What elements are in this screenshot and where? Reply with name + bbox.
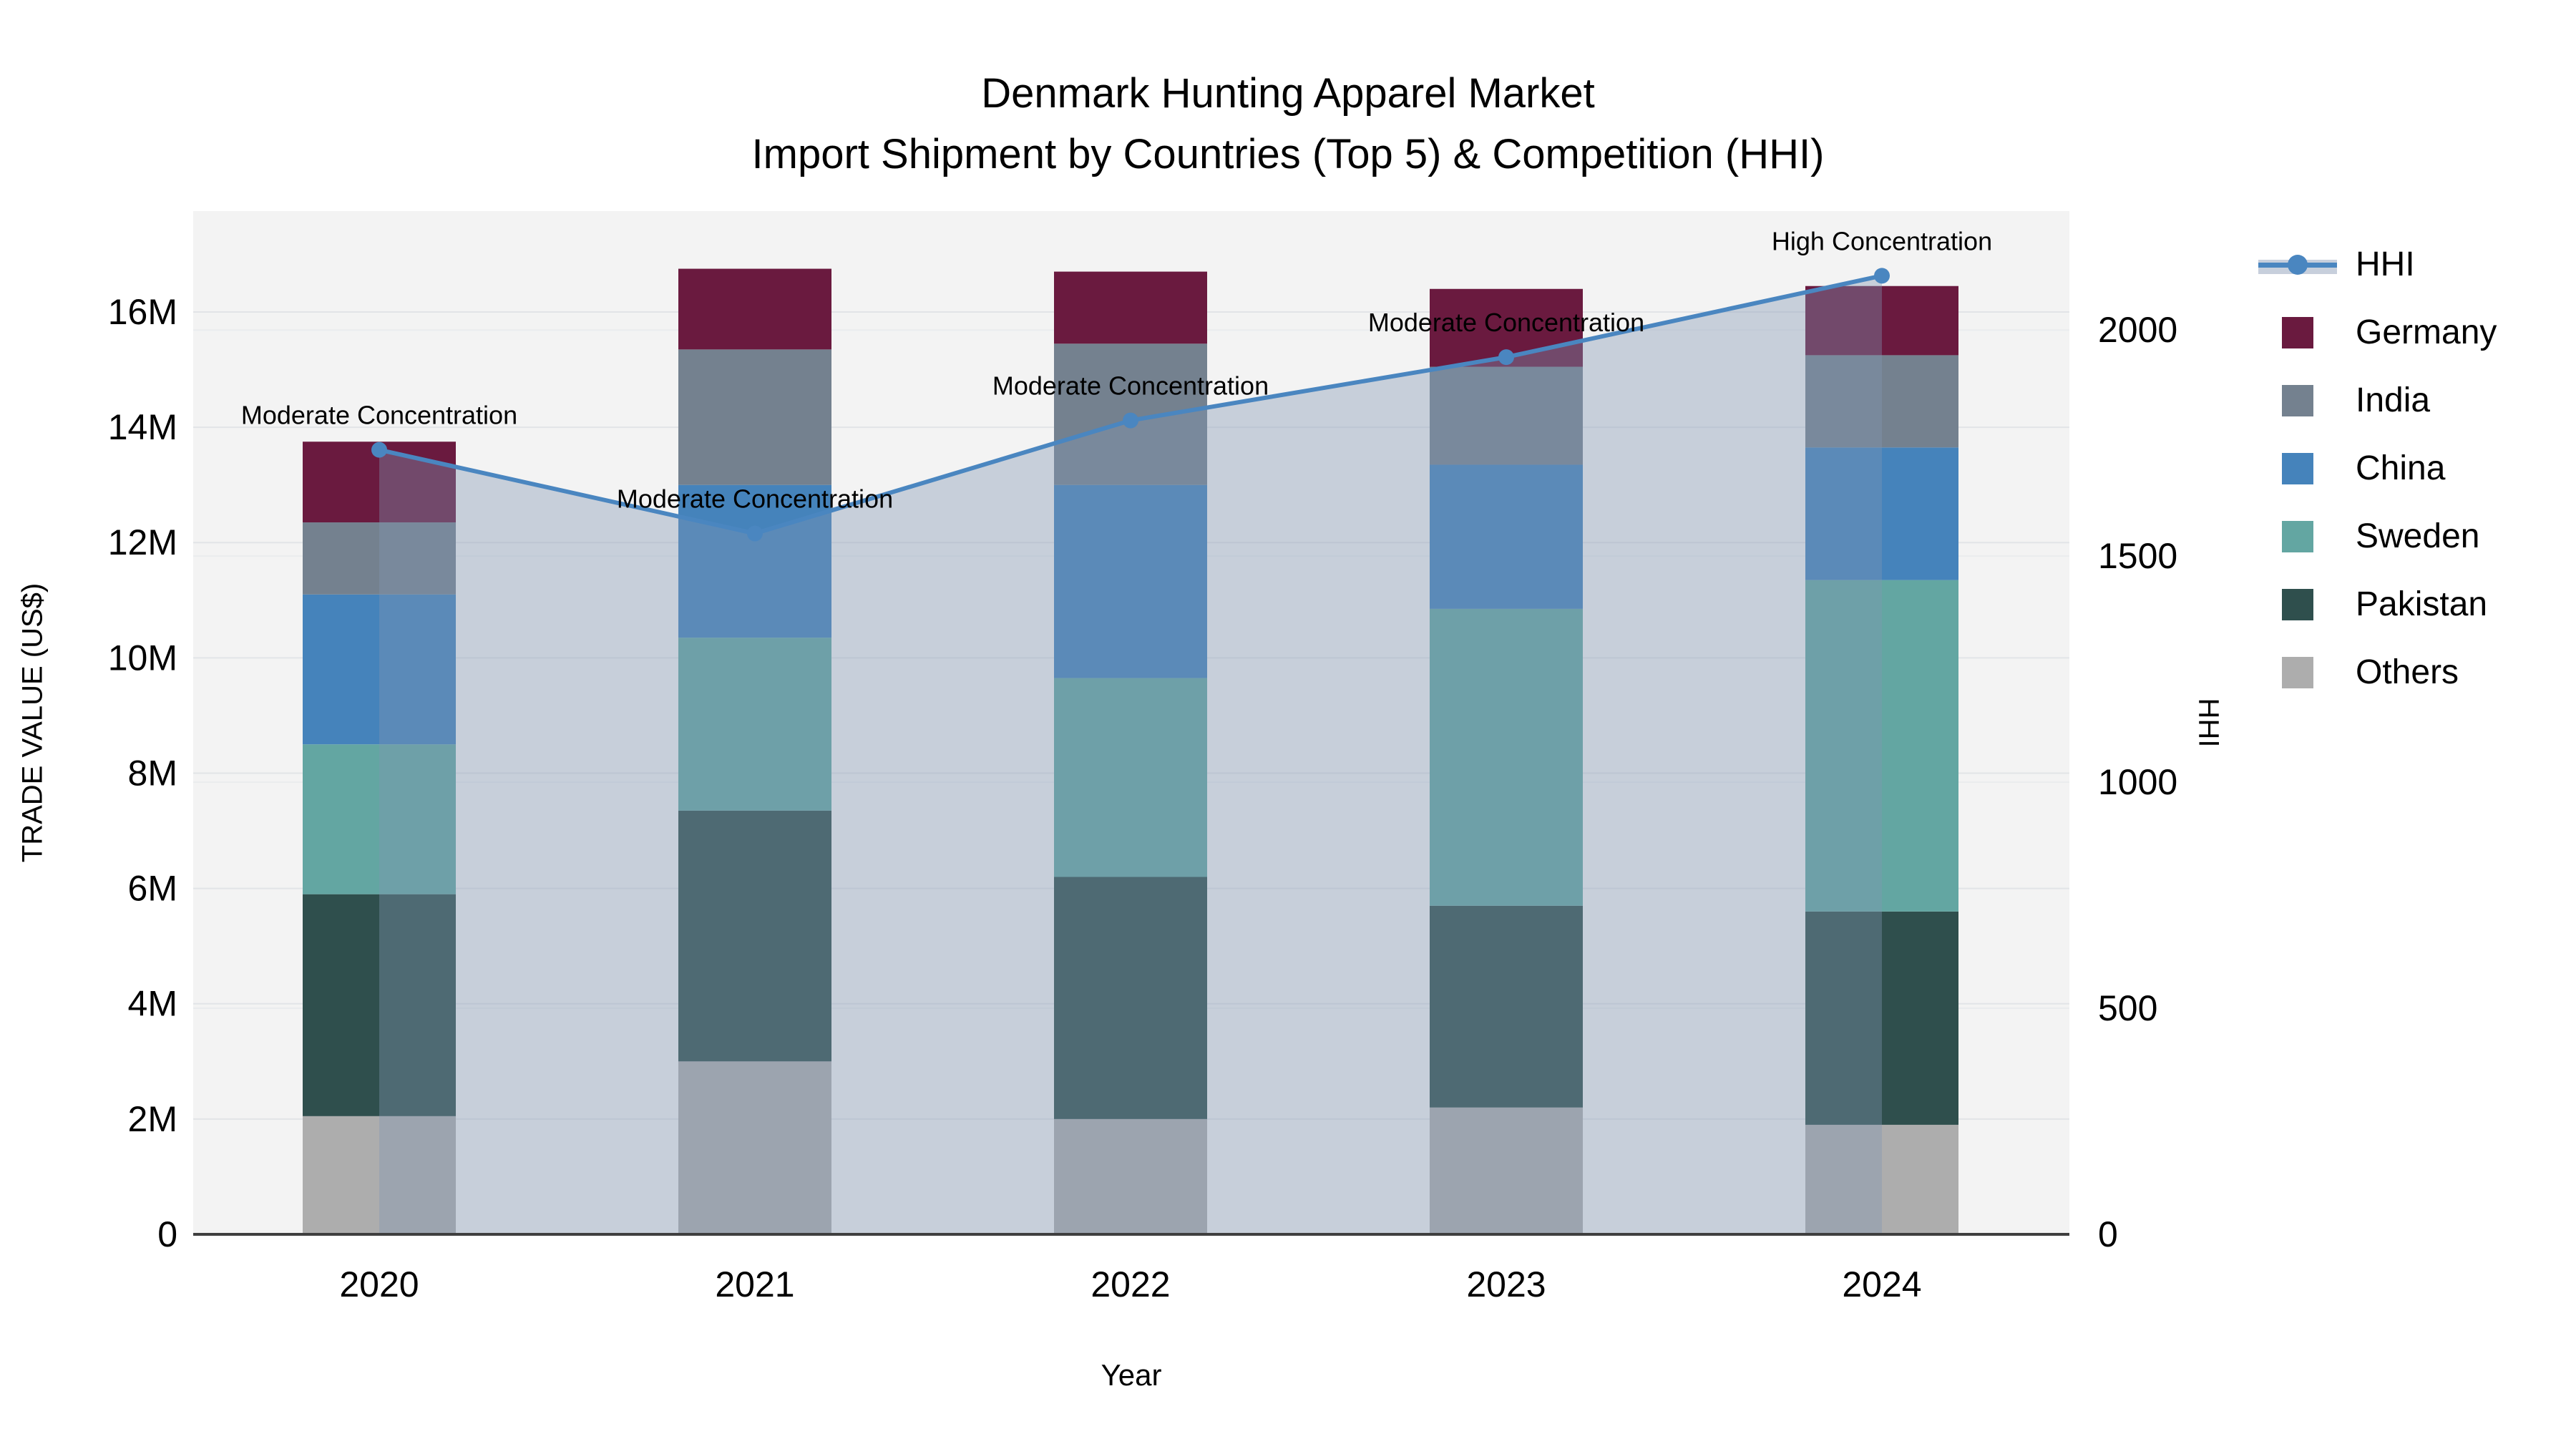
legend-label: China — [2356, 449, 2446, 487]
bar-segment-2020-others[interactable] — [303, 1116, 456, 1234]
bar-segment-2023-china[interactable] — [1430, 464, 1583, 609]
bar-segment-2021-others[interactable] — [678, 1061, 831, 1234]
y2-axis-tick-label: 1500 — [2098, 536, 2177, 576]
bar-segment-2021-sweden[interactable] — [678, 638, 831, 811]
sweden-swatch-icon — [2282, 520, 2313, 552]
hhi-marker-2022[interactable] — [1123, 412, 1138, 429]
y2-axis-tick-label: 2000 — [2098, 310, 2177, 350]
annotation-2023: Moderate Concentration — [1368, 308, 1644, 337]
germany-swatch-icon — [2282, 316, 2313, 348]
hhi-marker-2020[interactable] — [371, 441, 387, 458]
y2-axis-tick-label: 0 — [2098, 1214, 2118, 1254]
legend: HHI Germany India China Sweden Pakistan … — [2258, 230, 2497, 706]
y-axis-tick-label: 6M — [128, 869, 177, 909]
bar-segment-2024-sweden[interactable] — [1805, 580, 1958, 912]
bar-segment-2021-pakistan[interactable] — [678, 810, 831, 1062]
bar-segment-2024-germany[interactable] — [1805, 286, 1958, 356]
hhi-marker-2024[interactable] — [1874, 268, 1890, 284]
bar-segment-2023-pakistan[interactable] — [1430, 905, 1583, 1108]
y-axis-tick-label: 2M — [128, 1099, 177, 1139]
bar-segment-2022-germany[interactable] — [1054, 271, 1207, 344]
bar-segment-2024-china[interactable] — [1805, 447, 1958, 580]
y-axis-tick-label: 10M — [108, 638, 177, 678]
legend-item-germany[interactable]: Germany — [2258, 298, 2497, 366]
bar-segment-2023-sweden[interactable] — [1430, 608, 1583, 906]
legend-item-china[interactable]: China — [2258, 434, 2497, 502]
chart-title: Denmark Hunting Apparel Market Import Sh… — [0, 63, 2576, 185]
y2-axis-tick-label: 1000 — [2098, 762, 2177, 802]
y2-axis-title: HHI — [2192, 698, 2225, 748]
annotation-2020: Moderate Concentration — [241, 401, 517, 430]
annotation-2024: High Concentration — [1772, 226, 1992, 255]
x-axis-tick-label-2021: 2021 — [715, 1264, 794, 1304]
bar-segment-2021-india[interactable] — [678, 349, 831, 485]
legend-label: India — [2356, 381, 2431, 419]
bar-segment-2021-china[interactable] — [678, 484, 831, 638]
legend-item-india[interactable]: India — [2258, 366, 2497, 434]
x-axis-tick-label-2020: 2020 — [339, 1264, 419, 1304]
legend-label: Sweden — [2356, 517, 2480, 555]
x-axis-title: Year — [1101, 1358, 1162, 1392]
others-swatch-icon — [2282, 656, 2313, 688]
x-axis-tick-label-2022: 2022 — [1091, 1264, 1170, 1304]
y-axis-tick-label: 12M — [108, 522, 177, 562]
bar-segment-2023-others[interactable] — [1430, 1107, 1583, 1234]
y2-axis-tick-label: 500 — [2098, 988, 2157, 1028]
legend-label: HHI — [2356, 245, 2415, 283]
pakistan-swatch-icon — [2282, 588, 2313, 620]
hhi-marker-2023[interactable] — [1498, 349, 1514, 366]
y-axis-tick-label: 14M — [108, 407, 177, 447]
y-axis-tick-label: 0 — [157, 1214, 177, 1254]
bar-segment-2020-sweden[interactable] — [303, 744, 456, 894]
bar-segment-2022-sweden[interactable] — [1054, 678, 1207, 877]
annotation-2022: Moderate Concentration — [992, 371, 1269, 401]
india-swatch-icon — [2282, 384, 2313, 416]
legend-label: Pakistan — [2356, 585, 2488, 623]
hhi-marker-2021[interactable] — [747, 525, 763, 542]
legend-item-hhi[interactable]: HHI — [2258, 230, 2497, 298]
x-axis-tick-label-2024: 2024 — [1842, 1264, 1921, 1304]
bar-segment-2022-pakistan[interactable] — [1054, 877, 1207, 1119]
legend-item-pakistan[interactable]: Pakistan — [2258, 570, 2497, 638]
bar-segment-2024-pakistan[interactable] — [1805, 911, 1958, 1125]
legend-label: Others — [2356, 653, 2459, 691]
hhi-line-sample-icon — [2258, 249, 2337, 280]
y-axis-tick-label: 8M — [128, 753, 177, 793]
legend-item-sweden[interactable]: Sweden — [2258, 502, 2497, 570]
y-axis-title: TRADE VALUE (US$) — [16, 582, 49, 863]
bar-segment-2024-others[interactable] — [1805, 1124, 1958, 1234]
x-axis-tick-label-2023: 2023 — [1466, 1264, 1546, 1304]
bar-segment-2022-others[interactable] — [1054, 1118, 1207, 1234]
legend-label: Germany — [2356, 313, 2497, 351]
hhi-area-fill — [379, 275, 1882, 1235]
legend-item-others[interactable]: Others — [2258, 638, 2497, 706]
chart-title-line2: Import Shipment by Countries (Top 5) & C… — [751, 131, 1825, 177]
bar-segment-2022-china[interactable] — [1054, 484, 1207, 678]
bar-segment-2023-india[interactable] — [1430, 366, 1583, 465]
bar-segment-2021-germany[interactable] — [678, 268, 831, 350]
bar-segment-2020-india[interactable] — [303, 522, 456, 595]
chart-title-line1: Denmark Hunting Apparel Market — [981, 70, 1595, 117]
y-axis-tick-label: 4M — [128, 984, 177, 1024]
annotation-2021: Moderate Concentration — [617, 484, 893, 514]
china-swatch-icon — [2282, 452, 2313, 484]
bar-segment-2020-china[interactable] — [303, 594, 456, 745]
bar-segment-2024-india[interactable] — [1805, 355, 1958, 448]
bar-segment-2020-pakistan[interactable] — [303, 894, 456, 1116]
y-axis-tick-label: 16M — [108, 292, 177, 332]
